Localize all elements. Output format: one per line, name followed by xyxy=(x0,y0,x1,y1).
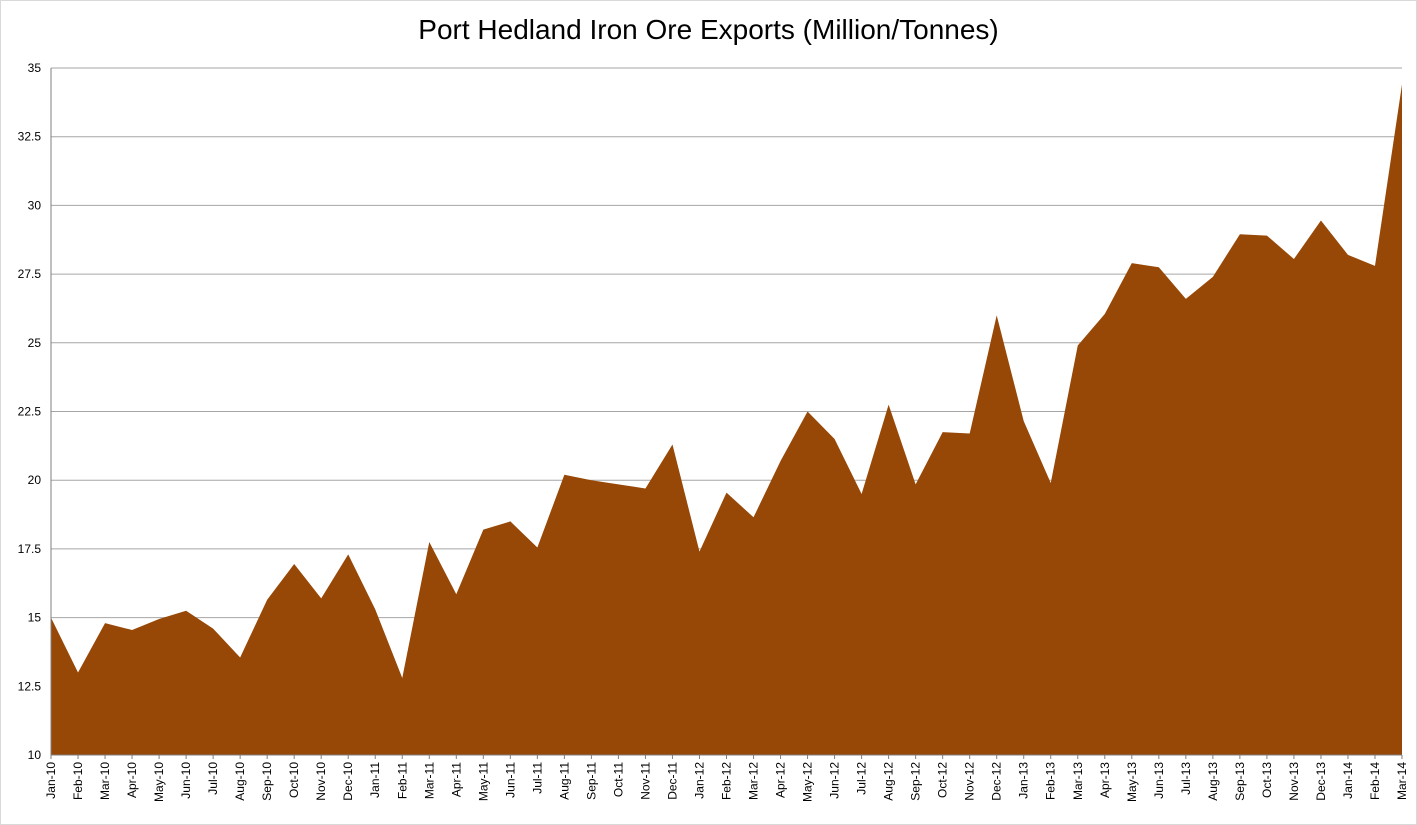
y-tick-label: 30 xyxy=(28,198,42,212)
x-tick-label: Oct-11 xyxy=(611,762,625,797)
x-tick-label: Jan-13 xyxy=(1017,762,1031,799)
x-tick-label: Jul-10 xyxy=(206,762,220,795)
area-fill xyxy=(51,84,1402,756)
y-tick-label: 17.5 xyxy=(18,542,42,556)
y-tick-label: 27.5 xyxy=(18,267,42,281)
x-tick-label: Jun-13 xyxy=(1152,762,1166,799)
y-tick-label: 35 xyxy=(28,61,42,75)
area-series xyxy=(51,84,1402,756)
x-tick-label: Mar-10 xyxy=(98,762,112,800)
chart-title: Port Hedland Iron Ore Exports (Million/T… xyxy=(418,14,999,45)
x-tick-label: Dec-12 xyxy=(990,762,1004,801)
x-tick-label: Nov-10 xyxy=(314,762,328,801)
x-tick-label: Apr-12 xyxy=(774,762,788,798)
y-tick-label: 15 xyxy=(28,611,42,625)
x-tick-label: Feb-11 xyxy=(395,762,409,799)
x-tick-label: May-11 xyxy=(476,762,490,801)
x-tick-label: Mar-14 xyxy=(1395,762,1409,800)
x-tick-label: Sep-11 xyxy=(584,762,598,800)
y-axis-tick-labels: 10 12.5 15 17.5 20 22.5 25 27.5 30 32.5 35 xyxy=(18,61,42,762)
x-tick-label: Dec-10 xyxy=(341,762,355,801)
x-tick-label: Nov-13 xyxy=(1287,762,1301,801)
x-tick-label: Aug-10 xyxy=(233,762,247,801)
x-tick-label: Oct-12 xyxy=(936,762,950,798)
x-tick-label: Oct-13 xyxy=(1260,762,1274,798)
y-tick-label: 25 xyxy=(28,336,42,350)
y-tick-label: 10 xyxy=(28,748,42,762)
x-tick-label: Apr-13 xyxy=(1098,762,1112,798)
x-tick-label: Oct-10 xyxy=(287,762,301,798)
x-axis-tick-labels: Jan-10 Feb-10 Mar-10 Apr-10 May-10 Jun-10 Jul-… xyxy=(44,762,1409,802)
x-tick-label: Jul-12 xyxy=(855,762,869,795)
x-tick-label: Jan-12 xyxy=(692,762,706,799)
x-tick-label: May-13 xyxy=(1125,762,1139,802)
x-tick-label: Jul-13 xyxy=(1179,762,1193,795)
y-tick-label: 12.5 xyxy=(18,679,42,693)
x-tick-label: Aug-11 xyxy=(557,762,571,800)
x-tick-label: Mar-12 xyxy=(747,762,761,800)
x-tick-label: Mar-13 xyxy=(1071,762,1085,800)
x-tick-label: May-10 xyxy=(152,762,166,802)
x-tick-label: Nov-12 xyxy=(963,762,977,801)
x-tick-label: Sep-12 xyxy=(909,762,923,801)
x-tick-label: Feb-12 xyxy=(720,762,734,800)
x-tick-label: Feb-10 xyxy=(71,762,85,800)
x-tick-label: Jun-12 xyxy=(828,762,842,799)
y-tick-label: 22.5 xyxy=(18,405,42,419)
x-tick-label: Jan-11 xyxy=(368,762,382,798)
x-tick-label: Dec-13 xyxy=(1314,762,1328,801)
x-tick-label: Jun-10 xyxy=(179,762,193,799)
x-tick-label: Sep-10 xyxy=(260,762,274,801)
x-tick-label: Feb-13 xyxy=(1044,762,1058,800)
x-tick-label: Apr-10 xyxy=(125,762,139,798)
x-tick-label: Jun-11 xyxy=(503,762,517,798)
x-tick-label: Jan-14 xyxy=(1341,762,1355,799)
y-tick-label: 32.5 xyxy=(18,130,42,144)
x-tick-label: Jul-11 xyxy=(530,762,544,794)
x-tick-label: Apr-11 xyxy=(449,762,463,797)
x-tick-label: Mar-11 xyxy=(422,762,436,799)
x-tick-label: Nov-11 xyxy=(638,762,652,800)
x-tick-label: Feb-14 xyxy=(1368,762,1382,800)
x-tick-label: Dec-11 xyxy=(665,762,679,800)
x-tick-label: Sep-13 xyxy=(1233,762,1247,801)
x-tick-label: Aug-13 xyxy=(1206,762,1220,801)
y-tick-label: 20 xyxy=(28,473,42,487)
x-tick-label: Aug-12 xyxy=(882,762,896,801)
x-tick-label: Jan-10 xyxy=(44,762,58,799)
x-tick-label: May-12 xyxy=(801,762,815,802)
axes xyxy=(50,68,1403,759)
